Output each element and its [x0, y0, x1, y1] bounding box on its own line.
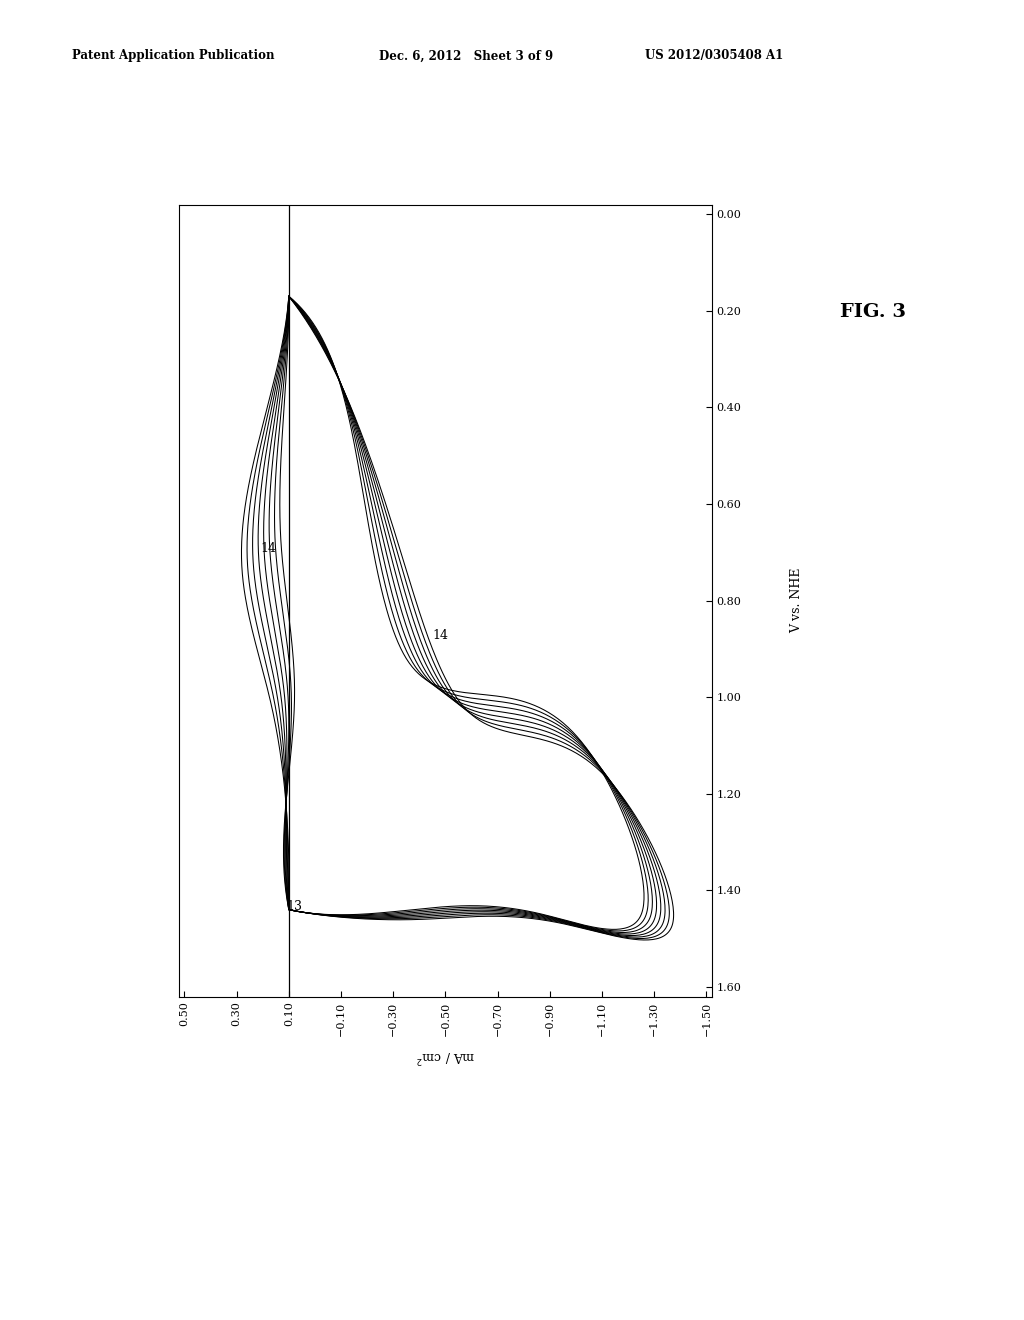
Text: US 2012/0305408 A1: US 2012/0305408 A1 — [645, 49, 783, 62]
Text: FIG. 3: FIG. 3 — [840, 302, 905, 321]
Y-axis label: V vs. NHE: V vs. NHE — [791, 568, 803, 634]
X-axis label: mA / cm$^2$: mA / cm$^2$ — [416, 1047, 475, 1064]
Text: 14: 14 — [432, 630, 449, 643]
Text: Dec. 6, 2012   Sheet 3 of 9: Dec. 6, 2012 Sheet 3 of 9 — [379, 49, 553, 62]
Text: 14: 14 — [260, 543, 276, 556]
Text: 13: 13 — [287, 900, 302, 912]
Text: Patent Application Publication: Patent Application Publication — [72, 49, 274, 62]
